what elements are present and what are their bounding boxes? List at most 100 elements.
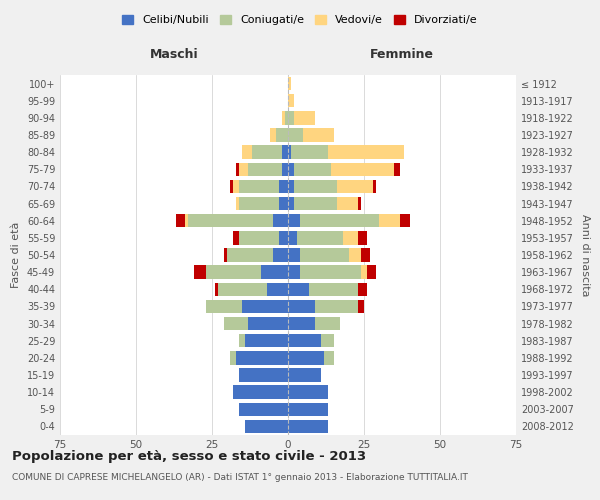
Bar — [288, 402, 328, 416]
Bar — [236, 162, 239, 176]
Bar — [185, 214, 188, 228]
Bar — [242, 146, 251, 159]
Bar — [337, 180, 373, 193]
Bar — [358, 300, 364, 313]
Bar — [288, 146, 291, 159]
Bar — [361, 248, 370, 262]
Bar — [297, 231, 343, 244]
Bar — [300, 248, 349, 262]
Bar — [288, 162, 294, 176]
Bar — [288, 77, 291, 90]
Bar — [227, 248, 273, 262]
Bar — [288, 248, 300, 262]
Bar — [251, 146, 282, 159]
Bar — [358, 231, 367, 244]
Bar — [288, 111, 294, 124]
Bar — [309, 282, 358, 296]
Bar — [288, 300, 316, 313]
Bar — [343, 231, 358, 244]
Bar — [325, 351, 334, 364]
Bar — [239, 162, 248, 176]
Bar — [294, 162, 331, 176]
Bar — [367, 266, 376, 279]
Bar — [194, 266, 206, 279]
Bar — [294, 111, 316, 124]
Bar — [331, 162, 394, 176]
Bar — [288, 266, 300, 279]
Bar — [260, 266, 288, 279]
Bar — [328, 146, 404, 159]
Bar — [233, 180, 239, 193]
Bar — [224, 317, 248, 330]
Bar — [230, 180, 233, 193]
Bar — [294, 180, 337, 193]
Legend: Celibi/Nubili, Coniugati/e, Vedovi/e, Divorziati/e: Celibi/Nubili, Coniugati/e, Vedovi/e, Di… — [118, 10, 482, 30]
Bar — [188, 214, 273, 228]
Bar — [239, 180, 279, 193]
Text: Maschi: Maschi — [149, 48, 199, 62]
Bar — [236, 351, 288, 364]
Bar — [288, 420, 328, 433]
Bar — [337, 197, 358, 210]
Bar — [245, 420, 288, 433]
Bar — [373, 180, 376, 193]
Bar — [322, 334, 334, 347]
Bar — [349, 248, 361, 262]
Bar — [248, 317, 288, 330]
Bar — [358, 197, 361, 210]
Bar — [242, 300, 288, 313]
Bar — [239, 334, 245, 347]
Text: Femmine: Femmine — [370, 48, 434, 62]
Bar — [288, 386, 328, 399]
Bar — [394, 162, 400, 176]
Bar — [215, 282, 218, 296]
Bar — [248, 162, 282, 176]
Bar — [276, 128, 288, 141]
Bar — [270, 128, 276, 141]
Bar — [288, 94, 294, 108]
Bar — [294, 197, 337, 210]
Bar — [288, 351, 325, 364]
Bar — [288, 368, 322, 382]
Bar — [239, 231, 279, 244]
Bar — [279, 197, 288, 210]
Bar — [236, 197, 239, 210]
Bar — [361, 266, 367, 279]
Bar — [230, 351, 236, 364]
Bar — [218, 282, 267, 296]
Bar — [288, 231, 297, 244]
Bar — [279, 231, 288, 244]
Bar — [267, 282, 288, 296]
Bar — [288, 334, 322, 347]
Bar — [300, 266, 361, 279]
Bar — [285, 111, 288, 124]
Y-axis label: Fasce di età: Fasce di età — [11, 222, 21, 288]
Bar — [288, 128, 303, 141]
Bar — [303, 128, 334, 141]
Bar — [300, 214, 379, 228]
Bar — [282, 146, 288, 159]
Bar — [273, 248, 288, 262]
Bar — [288, 214, 300, 228]
Bar — [239, 368, 288, 382]
Bar — [233, 231, 239, 244]
Bar — [233, 386, 288, 399]
Bar — [291, 146, 328, 159]
Bar — [239, 402, 288, 416]
Text: Popolazione per età, sesso e stato civile - 2013: Popolazione per età, sesso e stato civil… — [12, 450, 366, 463]
Bar — [288, 197, 294, 210]
Bar — [316, 300, 358, 313]
Bar — [176, 214, 185, 228]
Bar — [206, 266, 260, 279]
Bar — [288, 317, 316, 330]
Bar — [224, 248, 227, 262]
Bar — [206, 300, 242, 313]
Bar — [316, 317, 340, 330]
Text: COMUNE DI CAPRESE MICHELANGELO (AR) - Dati ISTAT 1° gennaio 2013 - Elaborazione : COMUNE DI CAPRESE MICHELANGELO (AR) - Da… — [12, 472, 468, 482]
Bar — [273, 214, 288, 228]
Bar — [279, 180, 288, 193]
Bar — [288, 180, 294, 193]
Bar — [245, 334, 288, 347]
Y-axis label: Anni di nascita: Anni di nascita — [580, 214, 590, 296]
Bar — [400, 214, 410, 228]
